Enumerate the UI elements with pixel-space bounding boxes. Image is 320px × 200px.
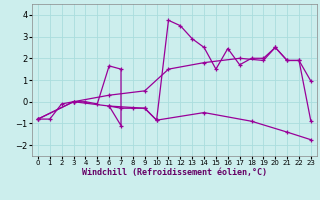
X-axis label: Windchill (Refroidissement éolien,°C): Windchill (Refroidissement éolien,°C): [82, 168, 267, 177]
